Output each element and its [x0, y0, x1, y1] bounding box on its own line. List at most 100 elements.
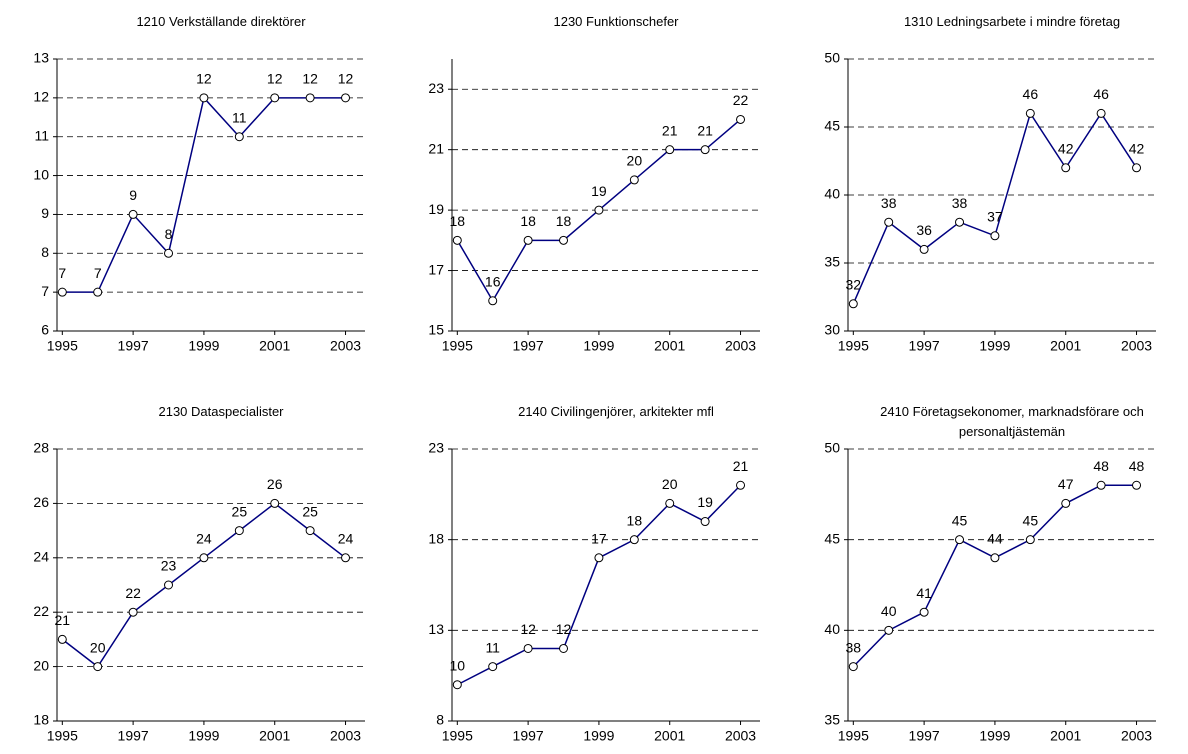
x-tick-label: 1997 — [118, 338, 149, 354]
data-label: 47 — [1058, 476, 1074, 492]
data-label: 40 — [881, 603, 897, 619]
x-tick-label: 1997 — [513, 728, 544, 744]
data-point — [452, 235, 462, 245]
y-tick-label: 15 — [428, 322, 444, 338]
x-tick-label: 2001 — [1050, 728, 1081, 744]
x-tick-label: 2003 — [1121, 728, 1152, 744]
data-point — [665, 145, 675, 155]
chart-title: 2410 Företagsekonomer, marknadsförare oc… — [880, 404, 1144, 439]
data-label: 11 — [232, 109, 247, 125]
data-point — [1061, 163, 1071, 173]
data-point — [341, 553, 351, 563]
data-point — [700, 517, 710, 527]
data-point — [736, 480, 746, 490]
data-point — [1132, 163, 1142, 173]
data-label: 25 — [302, 503, 318, 519]
data-label: 10 — [450, 657, 466, 673]
y-tick-label: 9 — [41, 205, 49, 221]
x-tick-label: 1999 — [979, 338, 1010, 354]
chart-title: 2140 Civilingenjörer, arkitekter mfl — [518, 404, 714, 419]
data-label: 45 — [952, 512, 968, 528]
data-label: 8 — [165, 226, 173, 242]
data-point — [919, 244, 929, 254]
x-tick-label: 1999 — [583, 338, 614, 354]
data-point — [1096, 108, 1106, 118]
data-label: 38 — [952, 195, 968, 211]
data-label: 23 — [161, 558, 177, 574]
x-tick-label: 1997 — [909, 338, 940, 354]
data-point — [93, 287, 103, 297]
y-tick-label: 24 — [33, 549, 49, 565]
y-tick-label: 12 — [33, 89, 49, 105]
data-label: 20 — [662, 476, 678, 492]
data-label: 18 — [627, 512, 643, 528]
x-tick-label: 2001 — [654, 728, 685, 744]
data-label: 24 — [338, 531, 354, 547]
y-tick-label: 23 — [428, 440, 444, 456]
x-tick-label: 1995 — [47, 728, 78, 744]
data-label: 19 — [591, 183, 607, 199]
x-tick-label: 1997 — [909, 728, 940, 744]
x-tick-label: 1995 — [838, 338, 869, 354]
data-point — [452, 680, 462, 690]
y-tick-label: 19 — [428, 201, 444, 217]
x-tick-label: 2003 — [725, 728, 756, 744]
data-point — [341, 93, 351, 103]
data-point — [57, 287, 67, 297]
y-tick-label: 40 — [824, 621, 840, 637]
x-tick-label: 2003 — [725, 338, 756, 354]
data-point — [128, 607, 138, 617]
data-point — [736, 114, 746, 124]
data-label: 32 — [846, 277, 862, 293]
data-point — [919, 607, 929, 617]
data-point — [884, 217, 894, 227]
series-line — [852, 484, 1137, 668]
data-label: 12 — [302, 71, 318, 87]
x-tick-label: 1999 — [583, 728, 614, 744]
data-label: 21 — [55, 612, 71, 628]
y-tick-label: 10 — [33, 166, 49, 182]
data-label: 20 — [627, 153, 643, 169]
data-label: 21 — [733, 458, 749, 474]
data-label: 7 — [58, 265, 66, 281]
y-tick-label: 45 — [824, 530, 840, 546]
data-label: 9 — [129, 187, 137, 203]
data-point — [523, 643, 533, 653]
chart-title: 1310 Ledningsarbete i mindre företag — [903, 14, 1121, 29]
data-label: 48 — [1093, 458, 1109, 474]
data-label: 22 — [125, 585, 141, 601]
data-point — [270, 93, 280, 103]
data-point — [955, 217, 965, 227]
data-label: 46 — [1023, 86, 1039, 102]
data-label: 45 — [1023, 512, 1039, 528]
y-tick-label: 7 — [41, 283, 49, 299]
data-point — [990, 553, 1000, 563]
data-label: 24 — [196, 531, 212, 547]
chart-title: 1210 Verkställande direktörer — [136, 14, 306, 29]
x-tick-label: 1997 — [118, 728, 149, 744]
y-tick-label: 50 — [824, 440, 840, 456]
y-tick-label: 6 — [41, 322, 49, 338]
data-label: 42 — [1058, 141, 1074, 157]
data-label: 18 — [450, 213, 466, 229]
data-point — [848, 662, 858, 672]
data-point — [93, 662, 103, 672]
y-tick-label: 18 — [428, 530, 444, 546]
data-label: 42 — [1129, 141, 1145, 157]
data-point — [164, 580, 174, 590]
x-tick-label: 1999 — [188, 338, 219, 354]
x-tick-label: 1995 — [838, 728, 869, 744]
data-label: 21 — [662, 122, 678, 138]
x-tick-label: 1999 — [188, 728, 219, 744]
data-point — [234, 132, 244, 142]
y-tick-label: 30 — [824, 322, 840, 338]
data-point — [629, 175, 639, 185]
data-point — [164, 248, 174, 258]
data-label: 12 — [338, 71, 354, 87]
data-point — [629, 535, 639, 545]
series-line — [62, 96, 346, 293]
y-tick-label: 18 — [33, 712, 49, 728]
data-label: 18 — [520, 213, 536, 229]
